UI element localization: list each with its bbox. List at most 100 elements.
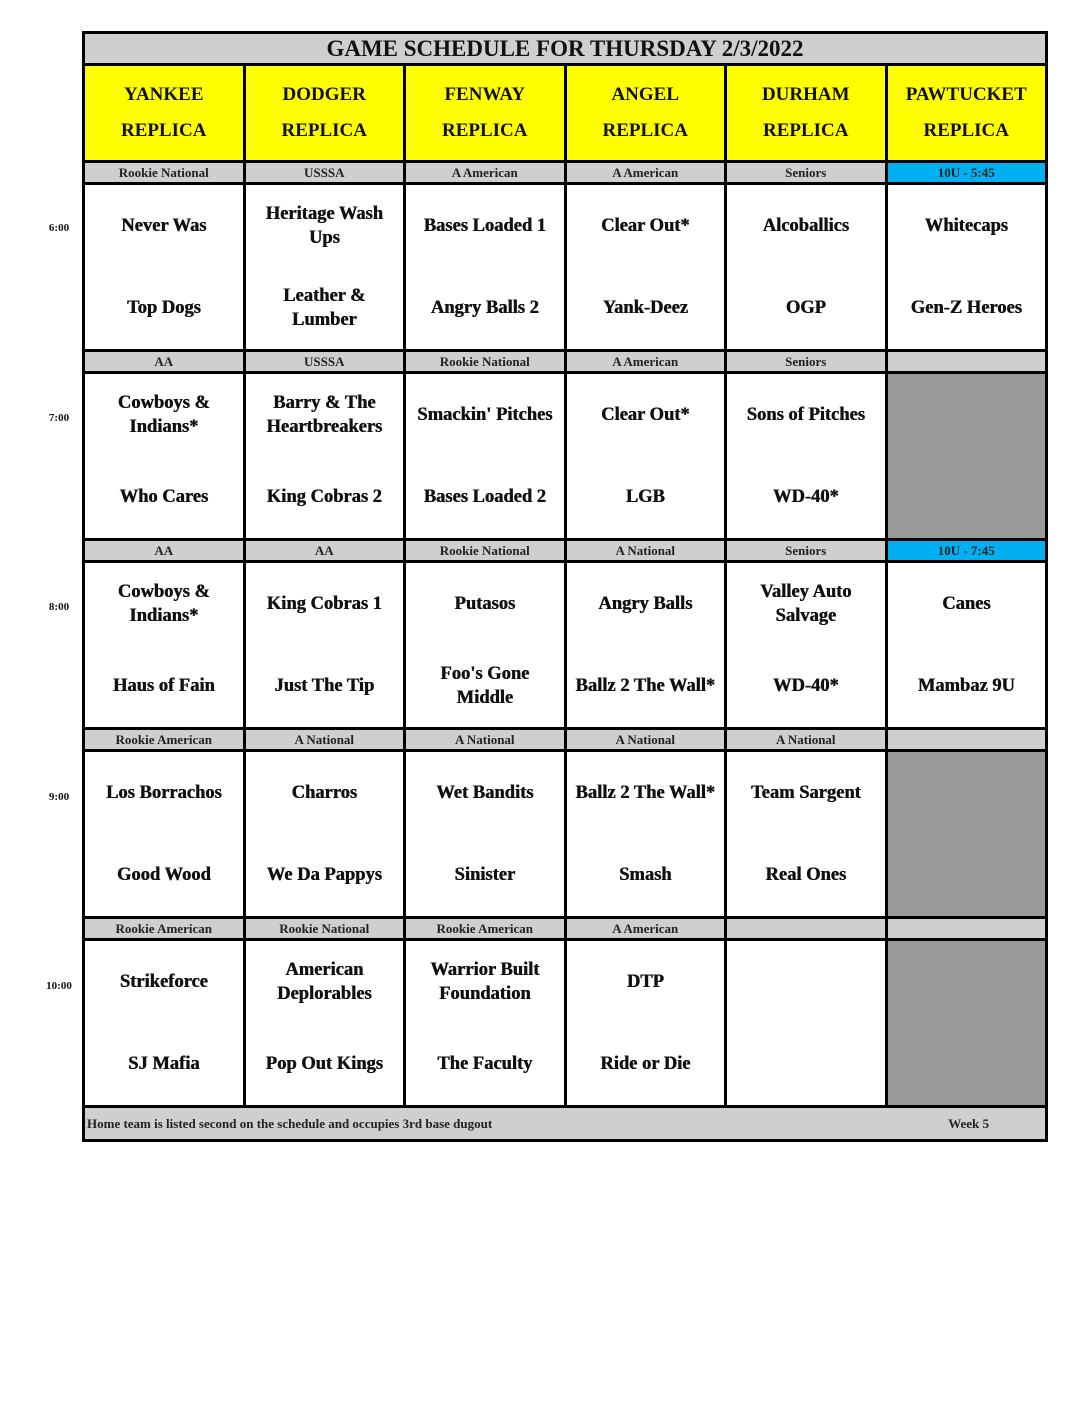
field-subtitle: REPLICA (762, 120, 849, 141)
field-subtitle: REPLICA (441, 120, 528, 141)
game-cell: Valley Auto Salvage WD-40* (727, 563, 885, 727)
division-label (727, 919, 885, 938)
field-header: DURHAM REPLICA (727, 66, 885, 160)
away-team (888, 752, 1046, 834)
game-cell: Clear Out* Yank-Deez (566, 185, 724, 349)
home-team: Top Dogs (126, 298, 201, 318)
away-team: Charros (291, 783, 357, 803)
away-team: Strikeforce (119, 972, 208, 992)
away-team: DTP (626, 972, 664, 992)
away-team: Warrior Built Foundation (430, 960, 540, 1004)
home-team: OGP (785, 298, 826, 318)
division-label: A American (566, 919, 724, 938)
away-team: Team Sargent (750, 783, 861, 803)
home-team: Ballz 2 The Wall* (575, 676, 716, 696)
time-label: 10:00 (46, 980, 72, 992)
game-cell: Team Sargent Real Ones (727, 752, 885, 916)
field-subtitle: REPLICA (602, 120, 688, 141)
division-label: AA (85, 541, 243, 560)
division-label: 10U - 7:45 (887, 541, 1045, 560)
home-team: Good Wood (116, 865, 211, 885)
game-cell: Alcoballics OGP (727, 185, 885, 349)
home-team (888, 834, 1046, 916)
division-label: Rookie National (245, 919, 403, 938)
away-team: Cowboys & Indians* (117, 582, 210, 626)
field-name: FENWAY (444, 84, 526, 105)
away-team: Angry Balls (598, 594, 693, 614)
schedule-table: GAME SCHEDULE FOR THURSDAY 2/3/2022 YANK… (82, 31, 1048, 1142)
footer-note: Home team is listed second on the schedu… (87, 1115, 493, 1131)
home-team: Mambaz 9U (917, 676, 1015, 696)
division-label: A National (727, 730, 885, 749)
away-team: Whitecaps (924, 216, 1008, 236)
division-label: Rookie American (406, 919, 564, 938)
division-label: Rookie American (85, 730, 243, 749)
field-name: ANGEL (611, 84, 680, 105)
away-team (888, 374, 1046, 456)
division-label (887, 730, 1045, 749)
field-header: YANKEE REPLICA (85, 66, 243, 160)
division-label: Seniors (727, 352, 885, 371)
home-team: Just The Tip (274, 676, 375, 696)
home-team: Pop Out Kings (265, 1054, 383, 1074)
away-team: Bases Loaded 1 (423, 216, 546, 236)
away-team: Never Was (121, 216, 207, 236)
away-team: Canes (942, 594, 991, 614)
closed-slot (887, 941, 1045, 1105)
time-label: 9:00 (48, 790, 70, 803)
home-team: Angry Balls 2 (430, 298, 539, 318)
home-team (727, 1023, 885, 1105)
field-header: PAWTUCKET REPLICA (887, 66, 1045, 160)
division-label: A National (566, 541, 724, 560)
division-label: Rookie American (85, 919, 243, 938)
away-team (727, 941, 885, 1023)
game-cell: Never Was Top Dogs (85, 185, 243, 349)
game-cell: Heritage Wash Ups Leather & Lumber (245, 185, 403, 349)
division-label: Seniors (727, 163, 885, 182)
division-label: A National (245, 730, 403, 749)
division-label: AA (245, 541, 403, 560)
schedule-title: GAME SCHEDULE FOR THURSDAY 2/3/2022 (85, 34, 1045, 63)
week-label: Week 5 (948, 1115, 989, 1131)
away-team: King Cobras 1 (266, 594, 382, 614)
home-team: Leather & Lumber (283, 286, 366, 330)
away-team: Sons of Pitches (746, 405, 865, 425)
time-label: 7:00 (48, 411, 70, 424)
field-name: DURHAM (761, 84, 850, 105)
game-cell: Ballz 2 The Wall* Smash (566, 752, 724, 916)
field-name: DODGER (282, 84, 366, 105)
home-team: King Cobras 2 (266, 487, 382, 507)
division-label: Rookie National (406, 352, 564, 371)
home-team: LGB (625, 487, 665, 507)
home-team: Bases Loaded 2 (423, 487, 546, 507)
game-cell: Cowboys & Indians* Who Cares (85, 374, 243, 538)
game-cell: Strikeforce SJ Mafia (85, 941, 243, 1105)
game-cell: Canes Mambaz 9U (887, 563, 1045, 727)
footer-bar: Home team is listed second on the schedu… (85, 1108, 1045, 1139)
division-label: USSSA (245, 352, 403, 371)
away-team: Clear Out* (600, 216, 690, 236)
game-cell: Clear Out* LGB (566, 374, 724, 538)
game-cell (727, 941, 885, 1105)
game-cell: American Deplorables Pop Out Kings (245, 941, 403, 1105)
closed-slot (887, 374, 1046, 538)
division-label: A American (406, 163, 564, 182)
division-label: 10U - 5:45 (887, 163, 1045, 182)
away-team: Los Borrachos (105, 783, 222, 803)
home-team: WD-40* (772, 487, 839, 507)
division-label: A National (566, 730, 724, 749)
home-team: Gen-Z Heroes (910, 298, 1022, 318)
away-team: Valley Auto Salvage (760, 582, 852, 626)
field-header: ANGEL REPLICA (566, 66, 724, 160)
home-team (888, 456, 1046, 538)
field-name: YANKEE (123, 84, 204, 105)
field-subtitle: REPLICA (120, 120, 207, 141)
field-header: FENWAY REPLICA (406, 66, 564, 160)
game-cell: Sons of Pitches WD-40* (727, 374, 885, 538)
division-label: A American (566, 163, 724, 182)
division-label: AA (85, 352, 243, 371)
home-team: Smash (619, 865, 672, 885)
home-team: WD-40* (772, 676, 839, 696)
away-team: American Deplorables (276, 960, 372, 1004)
division-label: Seniors (727, 541, 885, 560)
